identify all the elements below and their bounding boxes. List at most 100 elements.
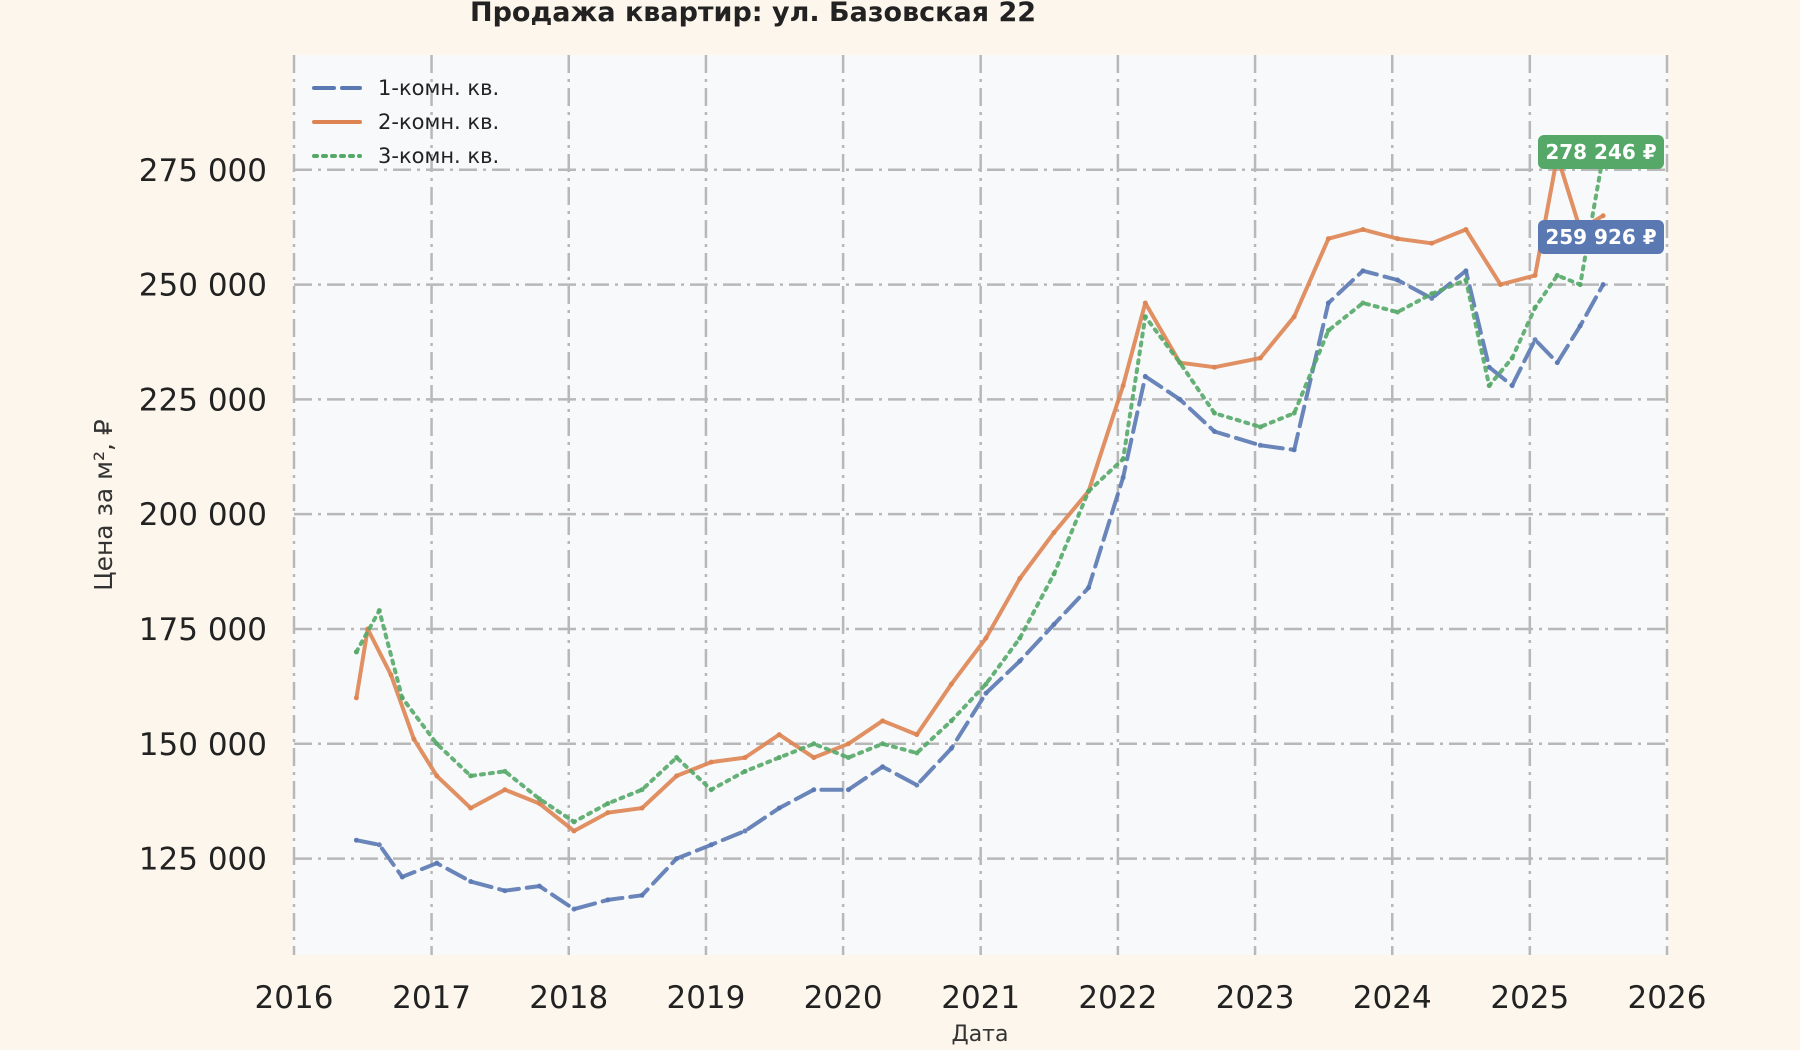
data-point-2 (914, 732, 920, 738)
data-point-3 (399, 695, 405, 701)
series-line-2 (354, 154, 1606, 833)
data-point-3 (1120, 456, 1126, 462)
data-point-3 (776, 755, 782, 761)
legend: 1-комн. кв. 2-комн. кв. 3-комн. кв. (312, 76, 499, 168)
data-point-2 (639, 805, 645, 811)
data-point-2 (1257, 355, 1263, 361)
data-point-1 (1360, 268, 1366, 274)
data-point-1 (674, 856, 680, 862)
data-point-1 (639, 892, 645, 898)
y-tick-label: 250 000 (139, 268, 267, 304)
legend-label-2: 2-комн. кв. (378, 110, 499, 134)
data-point-3 (1532, 305, 1538, 311)
data-point-3 (845, 755, 851, 761)
data-point-1 (1600, 282, 1606, 288)
data-point-3 (1360, 300, 1366, 306)
legend-label-3: 3-комн. кв. (378, 144, 499, 168)
data-point-3 (376, 608, 382, 614)
data-point-2 (1532, 272, 1538, 278)
data-point-3 (1086, 488, 1092, 494)
data-point-1 (776, 805, 782, 811)
series-line-1 (354, 268, 1606, 912)
data-point-2 (1211, 364, 1217, 370)
data-point-1 (571, 906, 577, 912)
data-point-2 (1497, 282, 1503, 288)
data-point-1 (742, 828, 748, 834)
data-point-3 (502, 768, 508, 774)
data-point-1 (1577, 323, 1583, 329)
data-point-2 (1463, 226, 1469, 232)
y-tick-label: 275 000 (139, 153, 267, 189)
data-point-1 (845, 787, 851, 793)
data-point-3 (1177, 360, 1183, 366)
legend-label-1: 1-комн. кв. (378, 76, 499, 100)
data-point-3 (1463, 277, 1469, 283)
data-point-1 (353, 837, 359, 843)
data-point-2 (388, 672, 394, 678)
data-point-2 (1325, 236, 1331, 242)
series-lines (353, 153, 1606, 912)
data-point-2 (1142, 300, 1148, 306)
data-point-3 (1486, 383, 1492, 389)
data-point-1 (1177, 396, 1183, 402)
data-point-2 (1017, 575, 1023, 581)
data-point-3 (1429, 291, 1435, 297)
y-tick-label: 125 000 (139, 842, 267, 878)
data-point-2 (845, 741, 851, 747)
data-point-1 (1051, 621, 1057, 627)
data-point-3 (1142, 314, 1148, 320)
end-label-3: 278 246 ₽ (1545, 140, 1656, 164)
data-point-3 (880, 741, 886, 747)
x-tick-label: 2019 (666, 980, 745, 1016)
data-point-1 (948, 745, 954, 751)
y-axis: 125 000 150 000 175 000 200 000 225 000 250 0… (139, 153, 267, 878)
data-point-2 (536, 800, 542, 806)
x-axis-label: Дата (952, 1022, 1009, 1047)
data-point-3 (571, 819, 577, 825)
data-point-3 (1577, 282, 1583, 288)
data-point-1 (1554, 360, 1560, 366)
data-point-2 (776, 732, 782, 738)
data-point-2 (468, 805, 474, 811)
data-point-1 (502, 888, 508, 894)
data-point-1 (1532, 337, 1538, 343)
data-point-2 (880, 718, 886, 724)
data-point-1 (399, 874, 405, 880)
data-point-3 (353, 649, 359, 655)
data-point-3 (983, 681, 989, 687)
data-point-1 (376, 842, 382, 848)
data-point-3 (1395, 309, 1401, 315)
data-point-3 (1257, 424, 1263, 430)
data-point-2 (434, 773, 440, 779)
x-tick-label: 2026 (1628, 980, 1707, 1016)
data-point-1 (1325, 300, 1331, 306)
data-point-2 (1291, 314, 1297, 320)
grid (292, 55, 1669, 955)
data-point-3 (742, 768, 748, 774)
x-tick-label: 2023 (1216, 980, 1295, 1016)
data-point-1 (468, 879, 474, 885)
data-point-3 (1291, 410, 1297, 416)
data-point-3 (1509, 355, 1515, 361)
data-point-2 (353, 695, 359, 701)
data-point-2 (1395, 236, 1401, 242)
data-point-3 (639, 787, 645, 793)
data-point-1 (1395, 277, 1401, 283)
end-label-box-1 (1538, 220, 1664, 254)
data-point-1 (1486, 364, 1492, 370)
data-point-3 (708, 787, 714, 793)
data-point-3 (1554, 272, 1560, 278)
data-point-2 (502, 787, 508, 793)
data-point-2 (411, 736, 417, 742)
data-point-2 (1360, 226, 1366, 232)
chart-title: Продажа квартир: ул. Базовская 22 (470, 0, 1036, 28)
data-point-2 (983, 635, 989, 641)
data-point-1 (811, 787, 817, 793)
data-point-3 (434, 741, 440, 747)
data-point-1 (1509, 383, 1515, 389)
data-point-3 (811, 741, 817, 747)
data-point-3 (536, 796, 542, 802)
data-point-2 (571, 828, 577, 834)
x-axis: 2016 2017 2018 2019 2020 2021 2022 2023 2024 2025… (255, 980, 1707, 1016)
